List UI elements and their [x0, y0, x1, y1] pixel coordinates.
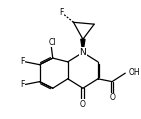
Polygon shape	[81, 39, 85, 52]
Text: F: F	[20, 80, 25, 89]
Text: F: F	[20, 57, 25, 66]
Text: F: F	[59, 8, 63, 17]
Text: Cl: Cl	[49, 38, 57, 47]
Text: OH: OH	[129, 68, 141, 77]
Text: O: O	[80, 100, 86, 109]
Text: N: N	[80, 48, 86, 57]
Text: O: O	[110, 93, 116, 102]
